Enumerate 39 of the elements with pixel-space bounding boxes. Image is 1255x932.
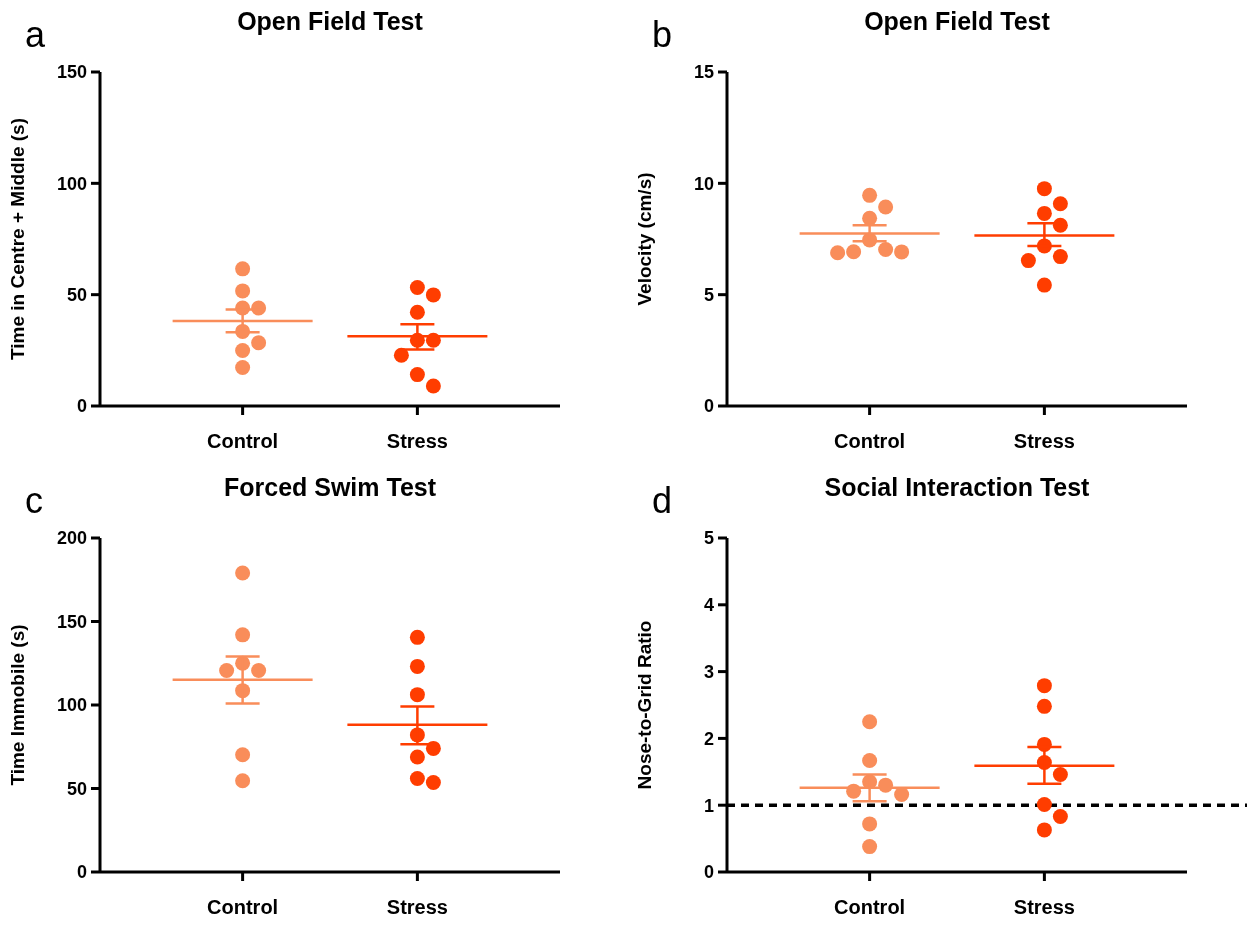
x-tick-label: Stress — [1013, 430, 1075, 452]
y-axis-title: Time in Centre + Middle (s) — [7, 118, 28, 360]
x-tick-label: Stress — [386, 430, 448, 452]
text: c — [25, 480, 43, 521]
y-tick-label: 0 — [703, 396, 714, 417]
y-tick-label: 0 — [76, 862, 87, 883]
y-tick-label: 0 — [76, 396, 87, 417]
y-tick-label: 200 — [56, 528, 87, 549]
y-tick-label: 150 — [56, 611, 87, 632]
x-tick-label: Control — [207, 896, 279, 918]
y-tick-label: 0 — [703, 862, 714, 883]
y-tick-label: 10 — [693, 173, 714, 194]
text: b — [652, 14, 673, 55]
text: a — [25, 14, 46, 55]
y-tick-label: 100 — [56, 695, 87, 716]
y-axis-title: Velocity (cm/s) — [634, 172, 655, 306]
y-tick-label: 4 — [703, 595, 714, 616]
chart-title: Open Field Test — [864, 7, 1051, 35]
y-tick-label: 50 — [66, 778, 87, 799]
y-tick-label: 3 — [703, 661, 714, 682]
y-tick-label: 150 — [56, 62, 87, 83]
y-tick-label: 50 — [66, 284, 87, 305]
y-axis-title: Nose-to-Grid Ratio — [634, 620, 655, 790]
y-axis-title: Time Immobile (s) — [7, 624, 28, 786]
x-tick-label: Control — [207, 430, 279, 452]
x-tick-label: Stress — [1013, 896, 1075, 918]
y-tick-label: 100 — [56, 173, 87, 194]
y-tick-label: 15 — [693, 62, 714, 83]
y-tick-label: 1 — [703, 795, 714, 816]
y-tick-label: 2 — [703, 728, 714, 749]
x-tick-label: Stress — [386, 896, 448, 918]
x-tick-label: Control — [834, 430, 906, 452]
x-tick-label: Control — [834, 896, 906, 918]
text: d — [652, 480, 673, 521]
chart-title: Forced Swim Test — [223, 473, 437, 501]
y-tick-label: 5 — [703, 284, 714, 305]
chart-title: Open Field Test — [237, 7, 424, 35]
chart-title: Social Interaction Test — [824, 473, 1091, 501]
y-tick-label: 5 — [703, 528, 714, 549]
